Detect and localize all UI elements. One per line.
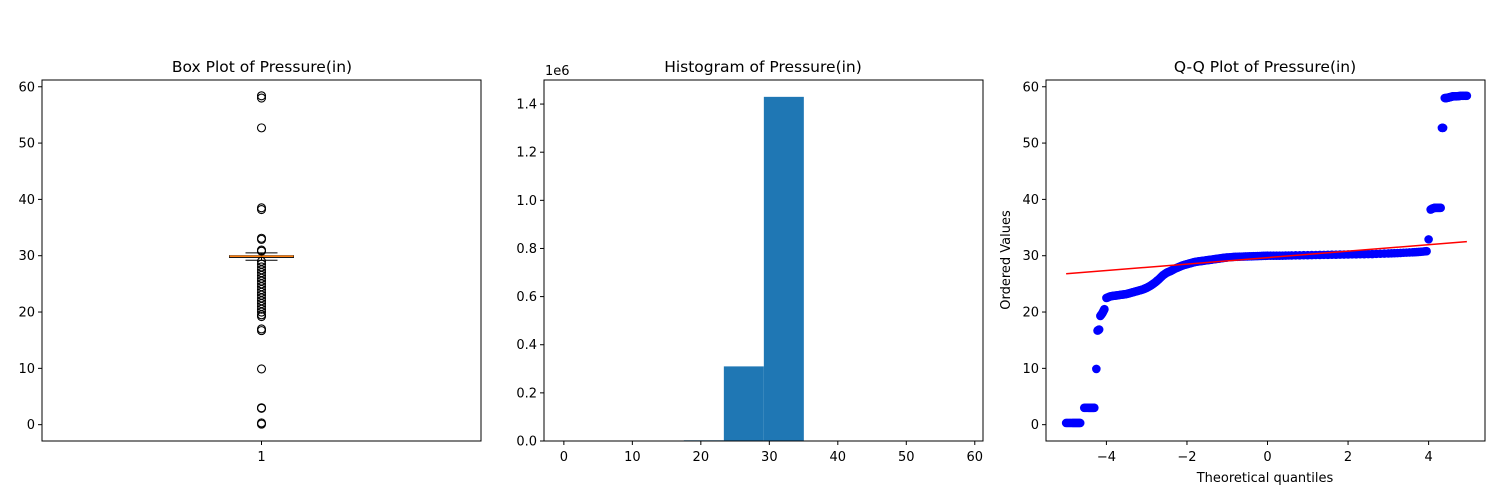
box-plot-area: 0 10 20 30 40 50 60 1 <box>18 80 294 465</box>
box-plot-y-tick-label: 50 <box>18 137 35 152</box>
qq-point <box>1436 203 1445 213</box>
box-plot-panel: Box Plot of Pressure(in) 0 10 20 30 40 50 60 1 <box>18 58 482 465</box>
qq-plot-panel: Q-Q Plot of Pressure(in) Theoretical qua… <box>999 58 1486 486</box>
box-outlier <box>256 91 267 101</box>
box-outlier <box>256 403 267 413</box>
qq-point <box>1094 325 1104 334</box>
histogram-area: 0.0 0.2 0.4 0.6 0.8 1.0 1.2 1.4 0 10 20 30 40 50 60 <box>516 96 984 465</box>
histogram-y-tick-label: 0.2 <box>516 386 537 401</box>
qq-point <box>1422 246 1431 256</box>
box-outlier <box>256 259 267 269</box>
qq-plot-ylabel: Ordered Values <box>999 210 1014 310</box>
box-outlier <box>256 233 267 243</box>
qq-point <box>1462 91 1472 101</box>
histogram-frame <box>543 79 984 442</box>
qq-point <box>1075 418 1085 428</box>
qq-point <box>1438 123 1448 133</box>
qq-point <box>1424 235 1433 244</box>
qq-plot-y-tick-label: 30 <box>1022 249 1039 264</box>
qq-plot-y-tick-label: 0 <box>1031 418 1039 433</box>
histogram-x-tick-label: 60 <box>967 450 984 465</box>
histogram-x-tick-label: 0 <box>560 450 568 465</box>
histogram-x-tick-label: 20 <box>693 450 710 465</box>
box-outlier <box>256 324 267 334</box>
qq-plot-x-tick-label: 4 <box>1424 450 1432 465</box>
box-plot-y-tick-label: 20 <box>18 306 35 321</box>
histogram-x-tick-label: 30 <box>761 450 778 465</box>
histogram-y-tick-label: 0.4 <box>516 338 537 353</box>
qq-plot-y-tick-label: 10 <box>1022 362 1039 377</box>
box-plot-frame <box>41 79 482 442</box>
box-plot-title: Box Plot of Pressure(in) <box>172 58 352 76</box>
qq-plot-x-tick-label: −2 <box>1177 450 1196 465</box>
qq-point <box>1090 403 1099 413</box>
qq-plot-y-tick-label: 50 <box>1022 137 1039 152</box>
box-plot-y-tick-label: 40 <box>18 193 35 208</box>
qq-plot-y-tick-label: 60 <box>1022 80 1039 95</box>
qq-plot-y-tick-label: 20 <box>1022 306 1039 321</box>
histogram-y-offset-label: 1e6 <box>545 64 570 79</box>
histogram-y-tick-label: 1.2 <box>516 146 537 161</box>
qq-plot-x-tick-label: 0 <box>1263 450 1271 465</box>
box-plot-y-tick-label: 30 <box>18 249 35 264</box>
histogram-bar <box>723 366 764 441</box>
box-outlier <box>256 245 267 255</box>
histogram-x-tick-label: 10 <box>624 450 641 465</box>
box-outlier <box>256 364 267 374</box>
qq-plot-area: 0 10 20 30 40 50 60 −4 −2 0 2 4 <box>1022 80 1472 465</box>
box-plot-x-tick-label: 1 <box>257 450 265 465</box>
histogram-y-tick-label: 0.8 <box>516 242 537 257</box>
qq-plot-frame <box>1045 79 1486 442</box>
histogram-bar <box>763 96 804 441</box>
histogram-y-tick-label: 0.6 <box>516 290 537 305</box>
histogram-x-tick-label: 50 <box>898 450 915 465</box>
qq-plot-y-tick-label: 40 <box>1022 193 1039 208</box>
qq-plot-x-tick-label: 2 <box>1344 450 1352 465</box>
qq-fit-line <box>1066 240 1467 275</box>
qq-plot-xlabel: Theoretical quantiles <box>1196 471 1334 486</box>
histogram-y-tick-label: 0.0 <box>516 435 537 450</box>
box-plot-y-tick-label: 10 <box>18 362 35 377</box>
box-plot-y-tick-label: 0 <box>27 418 35 433</box>
box-outlier <box>256 256 267 266</box>
histogram-title: Histogram of Pressure(in) <box>664 58 862 76</box>
box-plot-y-tick-label: 60 <box>18 80 35 95</box>
box-outlier <box>256 418 267 428</box>
qq-plot-title: Q-Q Plot of Pressure(in) <box>1174 58 1356 76</box>
histogram-y-tick-label: 1.4 <box>516 98 537 113</box>
histogram-panel: Histogram of Pressure(in) 1e6 0.00.20.40… <box>516 58 984 465</box>
box-outlier <box>256 262 267 272</box>
box-outlier <box>256 93 267 103</box>
qq-point <box>1100 304 1109 314</box>
histogram-x-tick-label: 40 <box>830 450 847 465</box>
histogram-y-tick-label: 1.0 <box>516 194 537 209</box>
qq-point <box>1092 364 1101 374</box>
box-outlier <box>256 203 267 213</box>
qq-plot-x-tick-label: −4 <box>1097 450 1116 465</box>
box-outlier <box>256 123 267 133</box>
